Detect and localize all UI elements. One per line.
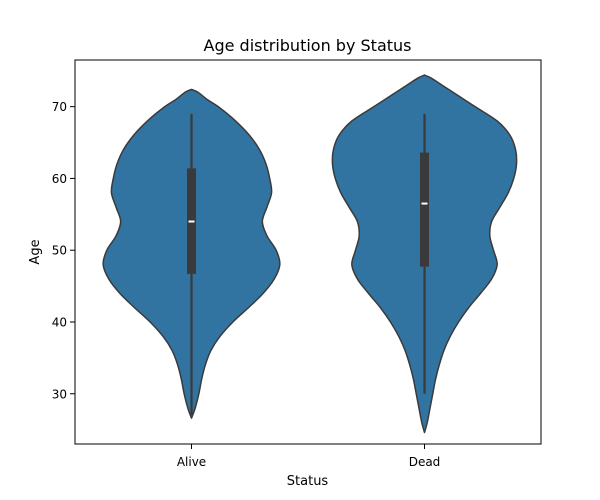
y-tick-label-60: 60 xyxy=(52,172,67,186)
y-tick-label-40: 40 xyxy=(52,315,67,329)
plot-area xyxy=(102,74,518,434)
x-tick-label-dead: Dead xyxy=(409,455,441,469)
iqr-box-dead xyxy=(420,152,429,267)
chart-title: Age distribution by Status xyxy=(204,36,412,55)
x-axis-label: Status xyxy=(287,474,329,489)
x-tick-label-alive: Alive xyxy=(177,455,206,469)
y-tick-label-70: 70 xyxy=(52,100,67,114)
axes: 30 40 50 60 70 Alive Dead xyxy=(52,100,441,469)
y-tick-label-30: 30 xyxy=(52,387,67,401)
y-axis-label: Age xyxy=(28,239,43,264)
axes-frame xyxy=(74,59,542,445)
y-tick-label-50: 50 xyxy=(52,244,67,258)
